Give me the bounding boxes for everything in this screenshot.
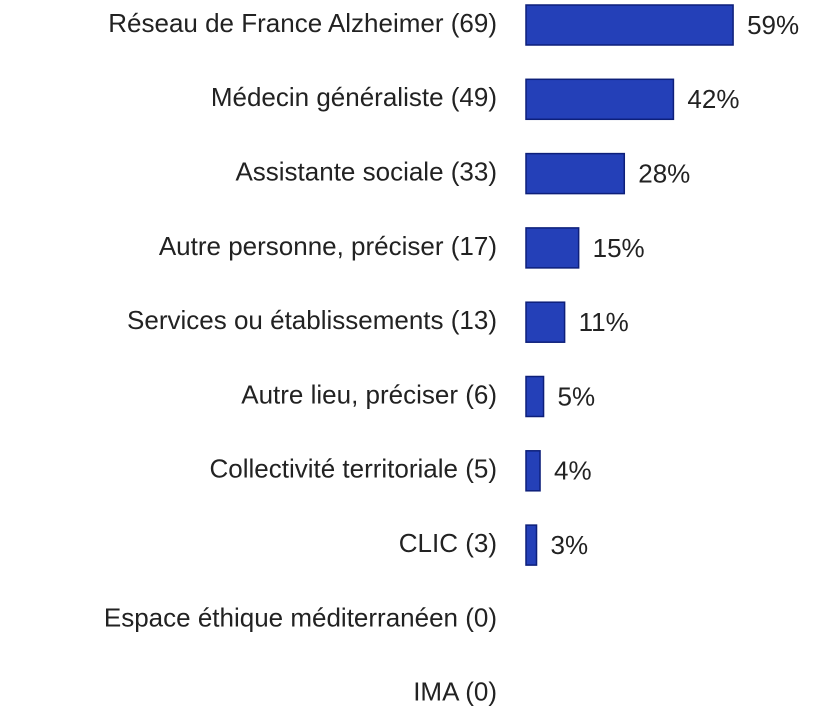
category-label: Services ou établissements (13): [127, 305, 497, 335]
value-label: 4%: [554, 456, 592, 486]
bar: [525, 227, 580, 269]
category-label: Assistante sociale (33): [235, 156, 497, 186]
value-label: 28%: [638, 158, 690, 188]
category-label: Autre personne, préciser (17): [159, 231, 497, 261]
value-label: 59%: [747, 10, 799, 40]
bar: [525, 450, 541, 492]
value-label: 15%: [593, 233, 645, 263]
category-label: Collectivité territoriale (5): [209, 454, 497, 484]
category-label: Réseau de France Alzheimer (69): [108, 8, 497, 38]
category-label: Médecin généraliste (49): [211, 82, 497, 112]
category-label: Autre lieu, préciser (6): [241, 379, 497, 409]
bar: [525, 78, 675, 121]
category-label: CLIC (3): [399, 528, 497, 558]
bar: [525, 301, 566, 343]
bar: [525, 152, 626, 195]
bar: [525, 4, 734, 46]
category-label: IMA (0): [413, 677, 497, 707]
category-label: Espace éthique méditerranéen (0): [104, 602, 497, 632]
value-label: 5%: [558, 381, 596, 411]
bar: [525, 524, 538, 566]
value-label: 42%: [687, 84, 739, 114]
bar: [525, 375, 545, 418]
value-label: 11%: [579, 307, 629, 337]
value-label: 3%: [551, 530, 589, 560]
